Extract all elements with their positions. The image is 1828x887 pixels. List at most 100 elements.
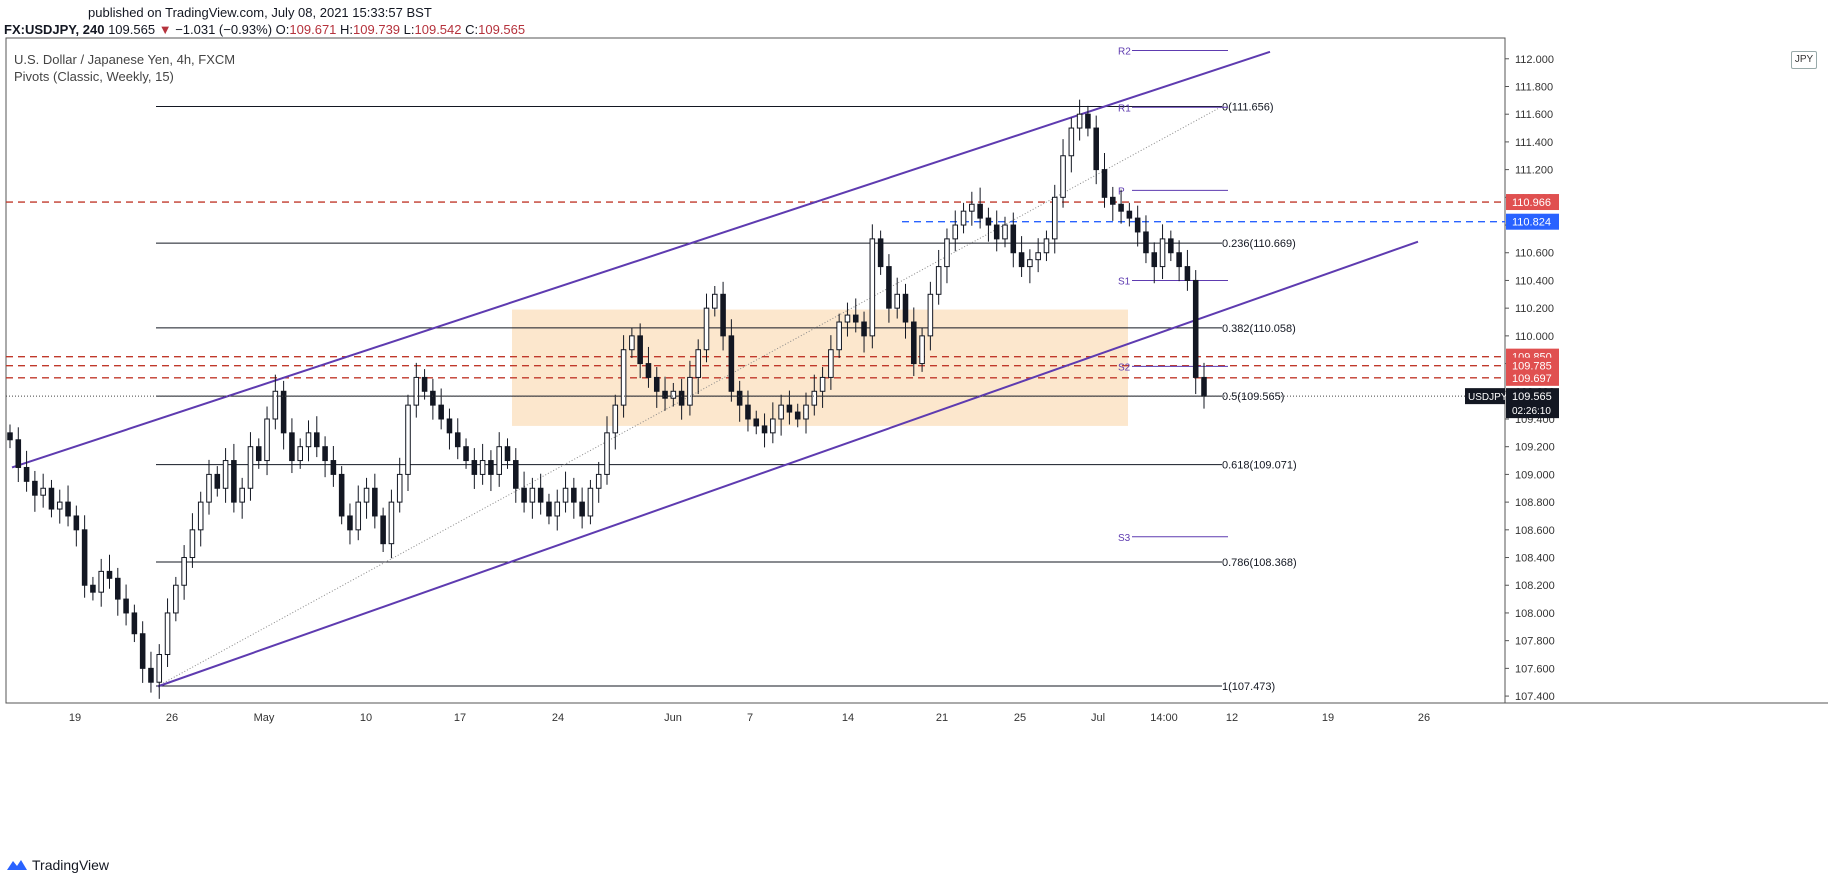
last-price-tag-label: 109.565 [1512, 391, 1552, 403]
x-tick-label: 19 [69, 712, 81, 724]
candle-body [1010, 224, 1017, 254]
chart-title[interactable]: U.S. Dollar / Japanese Yen, 4h, FXCM [14, 52, 236, 67]
candle-body [571, 487, 577, 503]
candle-body [380, 515, 386, 545]
candle-body [222, 460, 229, 489]
fib-level-label: 0.236(110.669) [1222, 238, 1296, 250]
candle-body [595, 473, 602, 489]
candle-body [330, 460, 337, 475]
candle-body [852, 314, 859, 323]
price-tag-label: 110.966 [1512, 197, 1551, 209]
candle-body [537, 487, 544, 503]
candle-body [496, 446, 502, 475]
tradingview-brand[interactable]: TradingView [6, 857, 109, 873]
candle-body [463, 446, 469, 462]
candle-body [23, 466, 30, 482]
candle-body [1151, 252, 1158, 268]
candle-body [1134, 217, 1141, 233]
candle-body [1118, 203, 1124, 212]
candle-body [612, 404, 619, 434]
candle-body [40, 487, 46, 496]
candle-body [604, 432, 610, 475]
y-tick-label: 109.200 [1515, 442, 1555, 454]
candle-body [670, 390, 677, 399]
channel-lower-line [157, 240, 1419, 688]
countdown-label: 02:26:10 [1512, 406, 1551, 417]
price-change: −1.031 (−0.93%) [175, 22, 273, 37]
candle-body [678, 390, 685, 406]
candle-body [1068, 127, 1075, 157]
candle-body [662, 390, 668, 399]
x-tick-label: 21 [936, 712, 948, 724]
candle-body [687, 376, 693, 406]
y-tick-label: 110.600 [1515, 248, 1554, 260]
y-tick-label: 107.800 [1515, 636, 1555, 648]
candle-body [546, 501, 552, 517]
close-label: C: [465, 22, 479, 37]
y-tick-label: 107.400 [1515, 691, 1555, 703]
candle-body [413, 376, 420, 406]
y-tick-label: 110.200 [1515, 303, 1554, 315]
x-tick-label: 25 [1014, 712, 1026, 724]
candle-body [819, 376, 826, 392]
candle-body [703, 307, 710, 351]
candle-body [579, 501, 585, 517]
candle-body [620, 349, 627, 406]
high-value: 109.739 [353, 22, 401, 37]
fib-level-label: 0.618(109.071) [1222, 460, 1297, 472]
tradingview-logo-icon [7, 860, 27, 870]
candle-body [347, 515, 353, 531]
y-tick-label: 107.600 [1515, 663, 1555, 675]
candle-body [720, 293, 726, 337]
candle-body [653, 376, 660, 392]
last-price-tag [1506, 388, 1559, 419]
candle-body [197, 501, 204, 531]
candle-body [471, 460, 478, 475]
currency-badge[interactable]: JPY [1791, 51, 1817, 69]
candle-body [454, 432, 461, 448]
x-tick-label: 7 [747, 712, 753, 724]
x-tick-label: 10 [360, 712, 372, 724]
brand-name: TradingView [32, 857, 110, 873]
candle-body [322, 446, 328, 462]
x-tick-label: 17 [454, 712, 466, 724]
candle-body [844, 314, 851, 323]
header-bar: published on TradingView.com, July 08, 2… [0, 0, 1828, 38]
candle-body [811, 390, 818, 406]
candle-body [1184, 266, 1191, 281]
candle-body [173, 584, 179, 614]
candle-body [405, 404, 411, 475]
candle-body [438, 404, 444, 420]
x-tick-label: 14:00 [1150, 712, 1178, 724]
price-tag [1506, 213, 1559, 230]
candle-body [637, 335, 643, 365]
candle-body [770, 418, 776, 434]
candle-body [355, 501, 362, 531]
candle-body [513, 460, 519, 489]
candle-body [255, 446, 262, 462]
candle-body [48, 487, 55, 510]
candle-body [902, 293, 909, 323]
x-tick-label: Jul [1091, 712, 1105, 724]
candle-body [123, 598, 129, 614]
close-value: 109.565 [478, 22, 526, 37]
candle-body [1159, 238, 1166, 268]
candle-body [728, 335, 735, 392]
candle-body [264, 418, 270, 462]
y-tick-label: 108.000 [1515, 608, 1555, 620]
candle-body [695, 349, 701, 378]
fib-level-label: 0.382(110.058) [1222, 323, 1296, 335]
candle-body [960, 210, 967, 226]
candle-body [1093, 127, 1099, 171]
candle-body [231, 460, 237, 503]
indicator-legend[interactable]: Pivots (Classic, Weekly, 15) [14, 69, 174, 84]
x-tick-label: 24 [552, 712, 564, 724]
candle-body [131, 612, 138, 635]
symbol-label[interactable]: FX:USDJPY, 240 [4, 22, 105, 37]
pivot-label: S1 [1118, 276, 1131, 287]
candle-body [993, 224, 1000, 240]
candle-body [1110, 196, 1116, 205]
candle-body [562, 487, 569, 503]
price-tag-label: 109.697 [1512, 373, 1552, 385]
